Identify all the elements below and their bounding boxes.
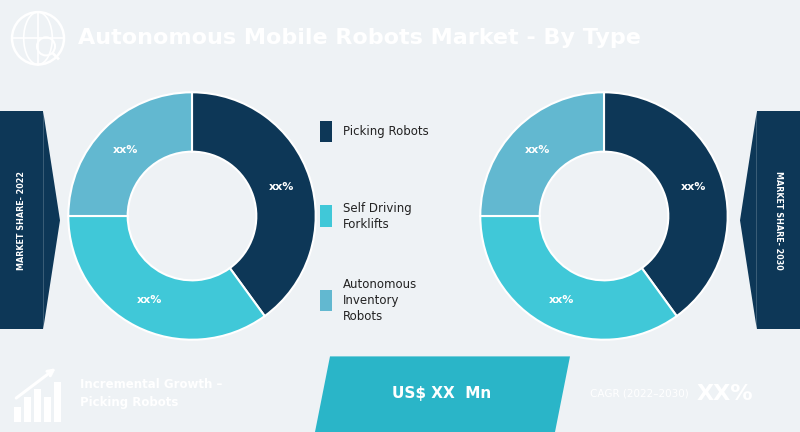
Wedge shape xyxy=(68,92,192,216)
Wedge shape xyxy=(604,92,728,316)
Text: MARKET SHARE- 2022: MARKET SHARE- 2022 xyxy=(17,171,26,270)
Text: Picking Robots: Picking Robots xyxy=(343,125,429,138)
Text: xx%: xx% xyxy=(137,295,162,305)
Text: MARKET SHARE- 2030: MARKET SHARE- 2030 xyxy=(774,171,783,270)
Text: xx%: xx% xyxy=(269,182,294,192)
Text: xx%: xx% xyxy=(113,145,138,155)
Bar xyxy=(320,290,331,311)
Text: Autonomous
Inventory
Robots: Autonomous Inventory Robots xyxy=(343,278,418,323)
Bar xyxy=(14,407,21,422)
Wedge shape xyxy=(68,216,265,340)
Text: CAGR (2022–2030): CAGR (2022–2030) xyxy=(590,389,689,399)
Polygon shape xyxy=(0,111,43,329)
Bar xyxy=(320,206,331,226)
Text: Self Driving
Forklifts: Self Driving Forklifts xyxy=(343,201,412,231)
Bar xyxy=(54,381,61,422)
Bar xyxy=(34,389,41,422)
Text: xx%: xx% xyxy=(681,182,706,192)
Polygon shape xyxy=(757,111,800,329)
Wedge shape xyxy=(480,92,604,216)
Text: xx%: xx% xyxy=(525,145,550,155)
Wedge shape xyxy=(480,216,677,340)
Text: Autonomous Mobile Robots Market - By Type: Autonomous Mobile Robots Market - By Typ… xyxy=(78,29,641,48)
Text: xx%: xx% xyxy=(549,295,574,305)
Polygon shape xyxy=(315,356,570,432)
Text: Incremental Growth –
Picking Robots: Incremental Growth – Picking Robots xyxy=(80,378,222,409)
Bar xyxy=(320,121,331,142)
Polygon shape xyxy=(740,111,757,329)
Polygon shape xyxy=(43,111,60,329)
Wedge shape xyxy=(192,92,316,316)
Text: US$ XX  Mn: US$ XX Mn xyxy=(392,386,492,401)
Text: XX%: XX% xyxy=(697,384,754,403)
Bar xyxy=(24,397,31,422)
Bar xyxy=(44,397,51,422)
